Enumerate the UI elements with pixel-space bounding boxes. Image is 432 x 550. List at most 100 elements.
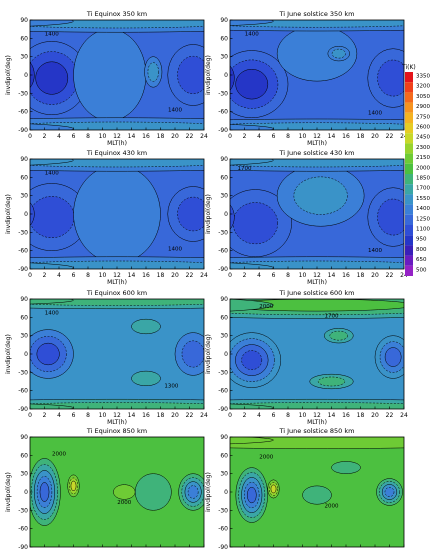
y-tick-label: 60 xyxy=(220,35,228,42)
contour-field: 2000 1700 xyxy=(230,299,404,409)
contour-region xyxy=(131,318,161,335)
x-tick-label: 10 xyxy=(299,412,307,419)
colorbar: Ti(K)3350 3200 3050 2900 2750 2600 2450 2300 215… xyxy=(401,64,430,276)
colorbar-swatch xyxy=(405,265,413,276)
x-tick-label: 14 xyxy=(328,412,336,419)
x-tick-label: 14 xyxy=(128,272,136,279)
panel-title: Ti June solstice 350 km xyxy=(279,10,355,18)
x-tick-label: 12 xyxy=(113,272,121,279)
x-axis-label: MLT(h) xyxy=(307,140,327,147)
y-tick-label: -90 xyxy=(218,266,228,273)
colorbar-swatch xyxy=(405,214,413,225)
x-tick-label: 18 xyxy=(157,412,165,419)
x-tick-label: 20 xyxy=(371,133,379,140)
contour-region xyxy=(270,484,277,494)
contour-region xyxy=(177,196,204,232)
y-tick-label: 60 xyxy=(20,452,28,459)
y-tick-label: 90 xyxy=(220,156,228,163)
contour-region xyxy=(329,330,348,341)
contour-region xyxy=(232,202,278,245)
x-tick-label: 6 xyxy=(272,133,276,140)
y-tick-label: -60 xyxy=(18,109,28,116)
y-tick-label: 30 xyxy=(20,471,28,478)
x-tick-label: 14 xyxy=(328,272,336,279)
y-tick-label: 90 xyxy=(20,17,28,24)
colorbar-label: 800 xyxy=(416,247,427,253)
x-tick-label: 24 xyxy=(200,133,208,140)
y-tick-label: -90 xyxy=(18,266,28,273)
contour-region xyxy=(147,62,159,82)
x-tick-label: 8 xyxy=(286,412,290,419)
y-tick-label: 30 xyxy=(220,471,228,478)
y-tick-label: -30 xyxy=(18,507,28,514)
x-axis-label: MLT(h) xyxy=(307,279,327,286)
contour-region xyxy=(246,486,257,504)
contour-region xyxy=(39,482,50,502)
contour-region xyxy=(384,347,402,367)
y-tick-label: -90 xyxy=(18,406,28,413)
x-tick-label: 8 xyxy=(86,412,90,419)
contour-field: 2000 2000 xyxy=(230,437,404,547)
y-tick-label: 30 xyxy=(220,54,228,61)
contour-region xyxy=(35,61,69,95)
contour-label: 2000 xyxy=(259,454,273,460)
colorbar-swatch xyxy=(405,204,413,215)
x-tick-label: 14 xyxy=(128,412,136,419)
y-tick-label: -30 xyxy=(218,229,228,236)
contour-field: 1400 1400 xyxy=(230,20,404,130)
y-tick-label: -60 xyxy=(218,248,228,255)
x-tick-label: 10 xyxy=(299,133,307,140)
x-tick-label: 8 xyxy=(286,272,290,279)
x-tick-label: 16 xyxy=(142,133,150,140)
contour-label: 1700 xyxy=(325,313,339,319)
colorbar-label: 3050 xyxy=(416,94,430,100)
y-tick-label: 0 xyxy=(224,489,228,496)
x-tick-label: 16 xyxy=(342,133,350,140)
contour-region xyxy=(331,48,346,59)
y-tick-label: -30 xyxy=(18,229,28,236)
x-tick-label: 0 xyxy=(228,272,232,279)
x-tick-label: 12 xyxy=(313,133,321,140)
contour-region xyxy=(230,20,404,28)
y-tick-label: 0 xyxy=(224,211,228,218)
contour-region xyxy=(30,159,74,166)
contour-label: 1400 xyxy=(245,31,259,37)
contour-region xyxy=(30,299,204,306)
y-tick-label: 0 xyxy=(24,351,28,358)
x-tick-label: 12 xyxy=(113,412,121,419)
contour-region xyxy=(30,299,74,305)
x-tick-label: 10 xyxy=(99,412,107,419)
x-tick-label: 4 xyxy=(257,272,261,279)
colorbar-label: 2300 xyxy=(416,145,430,151)
contour-label: 1400 xyxy=(368,248,382,254)
contour-field: 1400 1400 xyxy=(30,20,204,130)
contour-region xyxy=(131,370,161,387)
x-tick-label: 2 xyxy=(43,412,47,419)
y-tick-label: 90 xyxy=(220,434,228,441)
contour-field: 1700 1400 xyxy=(230,159,404,269)
colorbar-label: 1400 xyxy=(416,206,430,212)
y-tick-label: 30 xyxy=(20,193,28,200)
contour-region xyxy=(302,485,332,505)
y-tick-label: 30 xyxy=(20,54,28,61)
x-tick-label: 12 xyxy=(313,412,321,419)
x-axis-label: MLT(h) xyxy=(107,140,127,147)
contour-region xyxy=(230,65,235,91)
contour-region xyxy=(30,20,204,29)
x-tick-label: 10 xyxy=(99,272,107,279)
panel-title: Ti Equinox 430 km xyxy=(86,149,147,157)
y-axis-label: invdipol(deg) xyxy=(5,472,12,512)
x-tick-label: 18 xyxy=(157,272,165,279)
contour-region xyxy=(113,484,136,500)
x-tick-label: 16 xyxy=(142,272,150,279)
x-tick-label: 10 xyxy=(299,272,307,279)
x-tick-label: 6 xyxy=(72,412,76,419)
y-tick-label: 30 xyxy=(220,193,228,200)
colorbar-label: 1850 xyxy=(416,176,430,182)
y-tick-label: 60 xyxy=(20,174,28,181)
y-tick-label: -90 xyxy=(18,544,28,550)
x-tick-label: 4 xyxy=(57,272,61,279)
x-axis-label: MLT(h) xyxy=(107,419,127,426)
